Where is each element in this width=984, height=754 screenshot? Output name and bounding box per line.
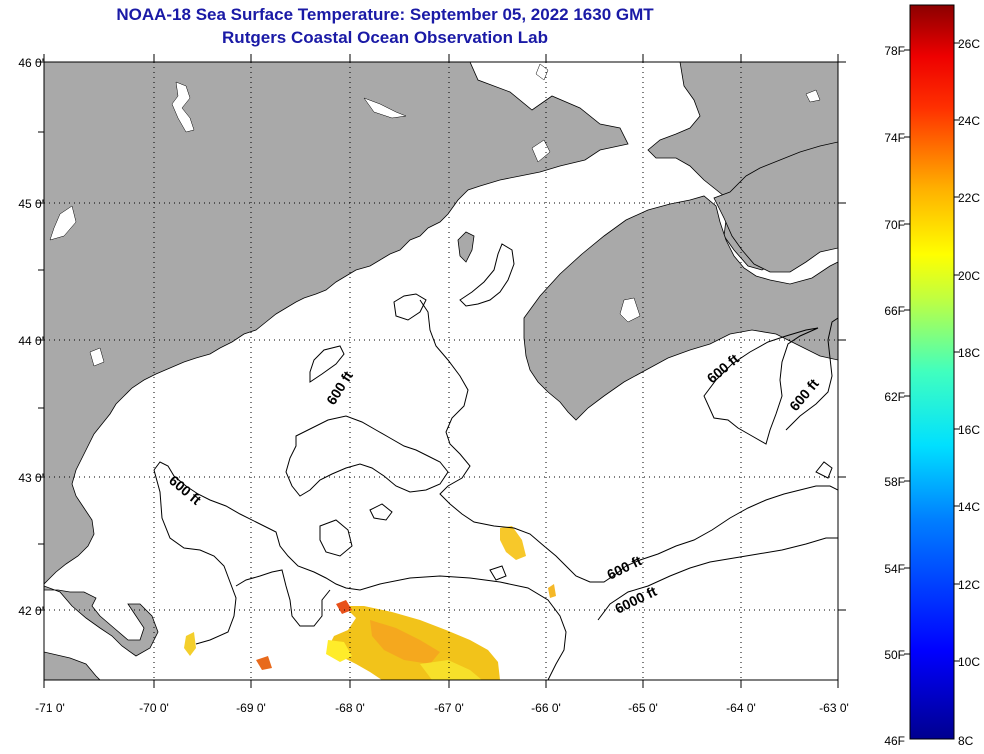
colorbar-c-label: 20C [958,269,980,283]
sst-data [184,526,556,680]
colorbar-f-label: 66F [884,304,905,318]
y-tick-label: 46 0' [18,56,44,70]
x-tick-label: -69 0' [236,701,266,715]
colorbar-c-label: 26C [958,37,980,51]
land-nova-scotia [523,141,838,421]
x-tick-label: -67 0' [434,701,464,715]
colorbar-c-label: 16C [958,423,980,437]
colorbar-f-label: 78F [884,44,905,58]
y-tick-label: 43 0' [18,471,44,485]
x-tick-label: -65 0' [628,701,658,715]
colorbar-c-label: 8C [958,734,974,748]
x-tick-label: -66 0' [531,701,561,715]
colorbar-f-label: 62F [884,390,905,404]
colorbar-f-label: 50F [884,648,905,662]
x-tick-label: -71 0' [35,701,65,715]
map-title: NOAA-18 Sea Surface Temperature: Septemb… [116,5,654,24]
colorbar-f-label: 58F [884,475,905,489]
colorbar-c-label: 12C [958,578,980,592]
tick-marks [36,54,846,688]
colorbar-f-label: 74F [884,131,905,145]
lakes [49,63,821,367]
colorbar-ticks [904,42,960,662]
colorbar-c-label: 10C [958,655,980,669]
colorbar-c-label: 24C [958,114,980,128]
colorbar-f-label: 46F [884,734,905,748]
colorbar-c-label: 14C [958,500,980,514]
land-cape-cod [44,585,159,657]
x-tick-label: -63 0' [819,701,849,715]
map-subtitle: Rutgers Coastal Ocean Observation Lab [222,28,548,47]
x-tick-label: -64 0' [726,701,756,715]
graticule [44,62,838,680]
y-tick-label: 45 0' [18,197,44,211]
y-tick-label: 44 0' [18,334,44,348]
x-tick-label: -68 0' [335,701,365,715]
colorbar-f-label: 70F [884,218,905,232]
land-grand-manan [457,231,475,263]
colorbar [909,4,955,740]
bathymetry-contours [153,243,838,680]
x-tick-label: -70 0' [139,701,169,715]
colorbar-c-label: 18C [958,346,980,360]
y-tick-label: 42 0' [18,604,44,618]
colorbar-f-label: 54F [884,562,905,576]
colorbar-c-label: 22C [958,191,980,205]
land-new-england [44,62,629,585]
land-south-shore [44,651,101,680]
map-frame [43,61,839,681]
